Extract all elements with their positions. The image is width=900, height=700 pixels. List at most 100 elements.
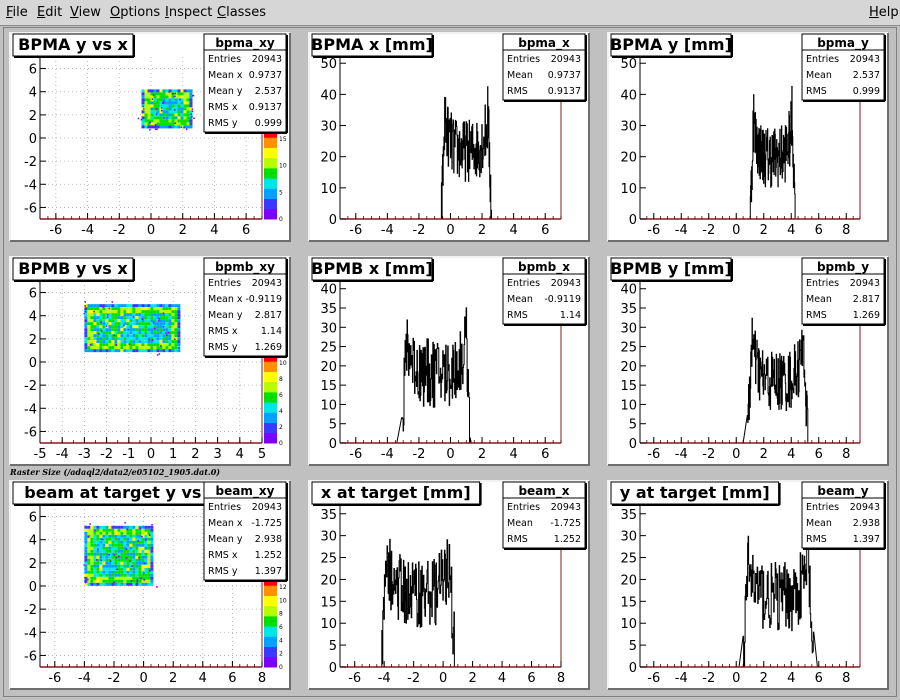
heatmap-cell [87, 331, 91, 335]
heatmap-cell [99, 540, 103, 544]
heatmap-cell [93, 537, 97, 541]
heatmap-cell [84, 573, 88, 577]
chart-title: y at target [mm] [620, 483, 770, 502]
heatmap-cell [183, 125, 187, 129]
heatmap-cell [108, 304, 112, 308]
heatmap-cell [135, 340, 139, 344]
heatmap-cell [144, 549, 148, 553]
heatmap-cell [177, 304, 181, 308]
heatmap-cell [123, 334, 127, 338]
heatmap-cell [120, 558, 124, 562]
heatmap-cell [180, 122, 184, 126]
heatmap-cell [150, 116, 154, 120]
heatmap-cell [156, 307, 160, 311]
y-tick-label: 35 [320, 508, 337, 523]
heatmap-cell [93, 304, 97, 308]
heatmap-cell [147, 570, 151, 574]
y-tick-label: 4 [29, 534, 37, 549]
heatmap-cell [168, 307, 172, 311]
heatmap-cell [138, 322, 142, 326]
heatmap-cell [144, 328, 148, 332]
heatmap-cell [171, 322, 175, 326]
heatmap-cell [99, 549, 103, 553]
heatmap-cell [153, 316, 157, 320]
heatmap-cell [117, 555, 120, 558]
x-tick-label: -2 [702, 223, 715, 238]
y-tick-label: -4 [24, 178, 37, 193]
heatmap-cell [174, 334, 178, 338]
stats-value: -1.725 [550, 518, 581, 529]
heatmap-cell [84, 561, 88, 565]
heatmap-cell [149, 121, 151, 124]
heatmap-cell [142, 126, 145, 128]
y-tick-label: 25 [320, 341, 337, 356]
heatmap-cell [105, 567, 109, 571]
heatmap-cell [132, 331, 136, 335]
heatmap-cell [135, 331, 139, 335]
heatmap-cell [152, 125, 154, 128]
heatmap-cell [153, 322, 157, 326]
heatmap-cell [138, 331, 142, 335]
heatmap-cell [123, 543, 127, 547]
x-tick-label: 4 [510, 223, 518, 238]
stats-name: bpma_y [817, 36, 869, 51]
heatmap-cell [144, 304, 148, 308]
heatmap-cell [186, 89, 190, 93]
y-tick-label: 20 [620, 573, 637, 588]
heatmap-cell [101, 538, 104, 541]
heatmap-cell [108, 334, 112, 338]
heatmap-cell [138, 534, 142, 538]
heatmap-cell [165, 337, 169, 341]
heatmap-cell [138, 549, 142, 553]
palette-tick-label: 4 [279, 637, 283, 644]
heatmap-cell [84, 540, 88, 544]
menu-options[interactable]: Options [110, 5, 161, 20]
menu-view[interactable]: View [70, 5, 101, 20]
x-tick-label: -6 [348, 671, 361, 686]
menu-inspect[interactable]: Inspect [165, 5, 213, 20]
menu-file[interactable]: File [6, 5, 28, 20]
heatmap-cell [114, 334, 118, 338]
heatmap-cell [162, 319, 166, 323]
pad-bevel-dark [10, 481, 291, 690]
heatmap-cell [132, 537, 136, 541]
heatmap-cell [162, 310, 166, 314]
heatmap-cell [84, 549, 88, 553]
y-tick-label: 4 [29, 86, 37, 101]
heatmap-cell [105, 525, 109, 529]
heatmap-cell [150, 340, 154, 344]
menu-edit[interactable]: Edit [37, 5, 63, 20]
palette-segment [264, 208, 277, 220]
y-tick-label: 40 [320, 88, 337, 103]
heatmap-cell [105, 307, 109, 311]
heatmap-cell [105, 304, 109, 308]
menu-help[interactable]: Help [869, 5, 899, 20]
heatmap-cell [138, 555, 142, 559]
heatmap-cell [117, 555, 121, 559]
heatmap-cell [150, 555, 154, 559]
heatmap-cell [126, 543, 130, 547]
heatmap-cell [93, 322, 97, 326]
heatmap-cell [141, 543, 145, 547]
heatmap-cell [142, 108, 145, 110]
heatmap-cell [159, 346, 163, 350]
stats-name: beam_x [518, 484, 569, 499]
x-tick-label: 6 [815, 671, 823, 686]
menu-classes[interactable]: Classes [217, 5, 266, 20]
heatmap-cell [141, 528, 145, 532]
heatmap-cell [147, 334, 151, 338]
heatmap-cell [129, 549, 133, 553]
heatmap-cell [171, 319, 175, 323]
heatmap-cell [191, 115, 193, 118]
heatmap-cell [147, 558, 151, 562]
heatmap-cell [120, 349, 124, 353]
heatmap-cell [108, 555, 112, 559]
heatmap-cell [129, 531, 133, 535]
heatmap-cell [162, 322, 166, 326]
heatmap-cell [150, 122, 154, 126]
heatmap-cell [171, 328, 175, 332]
heatmap-cell [102, 343, 106, 347]
heatmap-cell [123, 582, 127, 586]
